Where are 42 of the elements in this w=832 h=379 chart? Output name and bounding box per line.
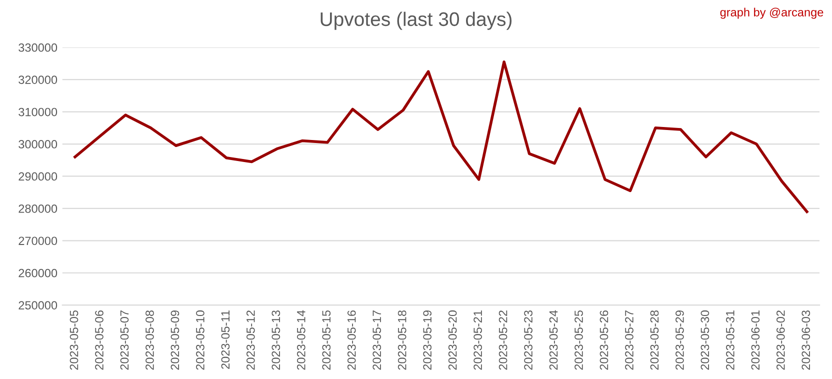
x-tick-label: 2023-05-24 — [549, 310, 558, 370]
x-tick-label: 2023-05-27 — [625, 310, 634, 370]
x-tick-label: 2023-05-13 — [272, 310, 280, 370]
x-tick-label: 2023-05-23 — [524, 310, 532, 370]
line-series — [74, 60, 808, 214]
x-tick-label: 2023-05-16 — [347, 310, 356, 370]
x-tick-label: 2023-05-07 — [120, 310, 129, 370]
x-tick-label: 2023-05-25 — [574, 310, 583, 370]
x-tick-label: 2023-05-14 — [296, 310, 306, 370]
chart-title: Upvotes (last 30 days) — [320, 12, 512, 30]
x-tick-label: 2023-05-08 — [146, 310, 154, 370]
x-tick-label: 2023-05-12 — [246, 310, 255, 370]
y-tick-label: 330000 — [18, 43, 58, 52]
x-tick-label: 2023-05-22 — [498, 310, 508, 370]
x-tick-label: 2023-05-10 — [196, 310, 204, 370]
y-tick-label: 300000 — [18, 140, 58, 148]
x-tick-label: 2023-06-03 — [802, 310, 810, 370]
x-tick-label: 2023-05-30 — [700, 310, 710, 370]
x-tick-label: 2023-06-02 — [776, 310, 785, 370]
x-tick-label: 2023-05-06 — [95, 310, 104, 370]
x-tick-label: 2023-05-20 — [448, 310, 457, 370]
y-tick-label: 290000 — [18, 172, 58, 181]
x-tick-label: 2023-05-29 — [676, 310, 684, 370]
x-tick-label: 2023-05-18 — [398, 310, 406, 370]
x-tick-label: 2023-05-17 — [372, 310, 382, 370]
x-tick-label: 2023-05-31 — [726, 310, 734, 370]
y-tick-label: 280000 — [18, 204, 58, 213]
x-tick-label: 2023-05-05 — [70, 310, 78, 370]
x-tick-label: 2023-05-15 — [322, 310, 331, 370]
x-tick-label: 2023-05-09 — [170, 310, 180, 370]
x-tick-label: 2023-05-28 — [650, 310, 659, 370]
text: graph by @arcange — [720, 8, 824, 19]
y-tick-label: 250000 — [18, 301, 58, 310]
y-tick-label: 320000 — [18, 76, 58, 84]
y-tick-label: 310000 — [18, 108, 58, 116]
x-tick-label: 2023-05-19 — [423, 310, 432, 370]
x-tick-label: 2023-06-01 — [751, 310, 760, 370]
y-tick-label: 260000 — [18, 268, 58, 278]
y-tick-label: 270000 — [18, 236, 58, 246]
x-tick-label: 2023-05-26 — [600, 310, 608, 370]
x-tick-label: 2023-05-21 — [474, 310, 482, 370]
x-tick-label: 2023-05-11 — [221, 310, 230, 369]
